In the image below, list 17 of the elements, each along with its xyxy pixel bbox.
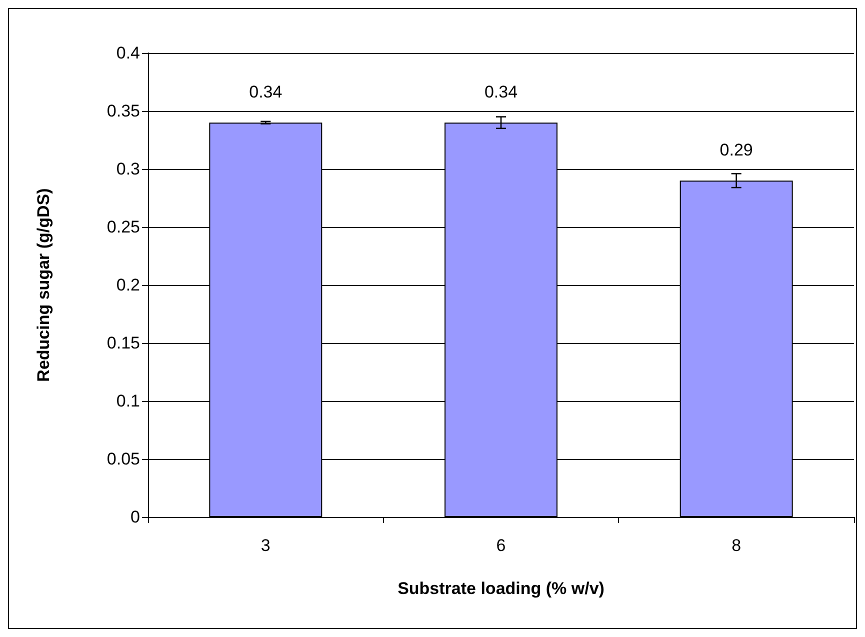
y-tick-label: 0.15 — [106, 334, 140, 352]
y-tick-label: 0 — [130, 508, 140, 526]
y-axis-title: Reducing sugar (g/gDS) — [34, 188, 53, 382]
y-tick-label: 0.1 — [116, 392, 140, 410]
x-tick-label: 8 — [732, 536, 742, 555]
x-tick-label: 3 — [260, 536, 270, 555]
data-label: 0.34 — [249, 82, 282, 102]
y-tick-label: 0.4 — [116, 44, 140, 62]
y-tick-label: 0.05 — [106, 450, 140, 468]
y-tick-label: 0.3 — [116, 160, 140, 178]
y-tick-label: 0.35 — [106, 102, 140, 120]
x-axis-title: Substrate loading (% w/v) — [398, 579, 604, 598]
data-label: 0.34 — [484, 82, 518, 102]
y-tick-label: 0.2 — [116, 276, 140, 294]
data-label: 0.29 — [720, 140, 753, 160]
x-tick-label: 6 — [496, 536, 506, 555]
y-tick-label: 0.25 — [106, 218, 140, 236]
